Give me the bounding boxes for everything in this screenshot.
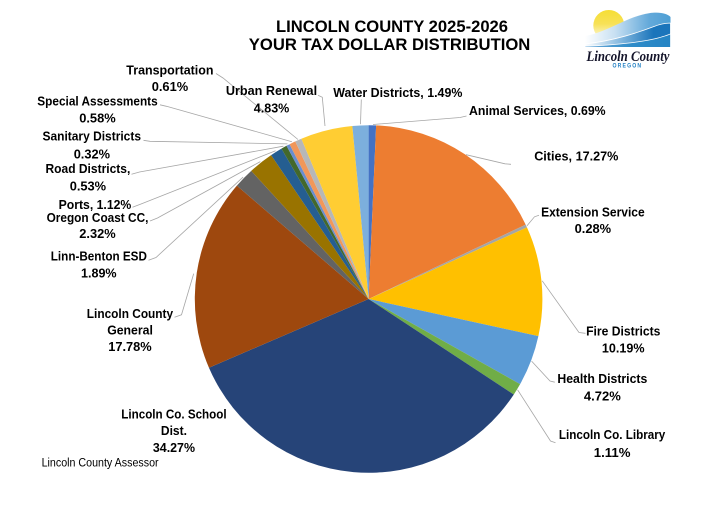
svg-text:0.32%: 0.32% — [74, 146, 111, 161]
svg-text:4.72%: 4.72% — [584, 389, 621, 404]
svg-text:OREGON: OREGON — [613, 63, 643, 70]
svg-text:Road Districts,: Road Districts, — [46, 161, 131, 176]
svg-text:Cities, 17.27%: Cities, 17.27% — [534, 149, 618, 164]
svg-text:LINCOLN COUNTY 2025-2026: LINCOLN COUNTY 2025-2026 — [276, 17, 508, 36]
svg-text:Lincoln County: Lincoln County — [586, 49, 670, 65]
svg-text:2.32%: 2.32% — [79, 226, 116, 241]
svg-text:Ports, 1.12%: Ports, 1.12% — [59, 197, 132, 212]
svg-text:Linn-Benton ESD: Linn-Benton ESD — [51, 249, 147, 264]
svg-text:10.19%: 10.19% — [602, 340, 645, 355]
svg-text:4.83%: 4.83% — [254, 101, 290, 116]
svg-text:Special Assessments: Special Assessments — [37, 93, 157, 108]
svg-text:Urban Renewal: Urban Renewal — [226, 83, 317, 98]
svg-text:Extension Service: Extension Service — [541, 204, 645, 219]
svg-text:Lincoln County: Lincoln County — [87, 306, 174, 321]
svg-text:Oregon Coast CC,: Oregon Coast CC, — [47, 210, 149, 225]
svg-text:Dist.: Dist. — [161, 423, 187, 438]
svg-text:1.11%: 1.11% — [594, 445, 631, 460]
svg-text:Transportation: Transportation — [126, 62, 213, 77]
svg-text:Lincoln County Assessor: Lincoln County Assessor — [42, 456, 159, 470]
svg-text:0.61%: 0.61% — [152, 79, 189, 94]
svg-text:Fire Districts: Fire Districts — [586, 324, 660, 339]
svg-text:34.27%: 34.27% — [153, 440, 195, 455]
svg-text:1.89%: 1.89% — [81, 265, 117, 280]
svg-text:0.53%: 0.53% — [70, 178, 107, 193]
svg-text:Sanitary Districts: Sanitary Districts — [43, 129, 142, 144]
svg-text:Lincoln Co. School: Lincoln Co. School — [121, 406, 226, 421]
svg-text:0.28%: 0.28% — [575, 221, 612, 236]
svg-text:17.78%: 17.78% — [108, 339, 152, 354]
svg-text:YOUR TAX DOLLAR DISTRIBUTION: YOUR TAX DOLLAR DISTRIBUTION — [249, 35, 531, 54]
svg-text:Lincoln Co. Library: Lincoln Co. Library — [559, 427, 666, 442]
svg-text:Animal Services, 0.69%: Animal Services, 0.69% — [469, 103, 606, 118]
svg-text:Health Districts: Health Districts — [557, 371, 647, 386]
svg-text:0.58%: 0.58% — [79, 111, 116, 126]
svg-text:General: General — [107, 322, 153, 337]
svg-text:Water Districts, 1.49%: Water Districts, 1.49% — [333, 85, 462, 100]
